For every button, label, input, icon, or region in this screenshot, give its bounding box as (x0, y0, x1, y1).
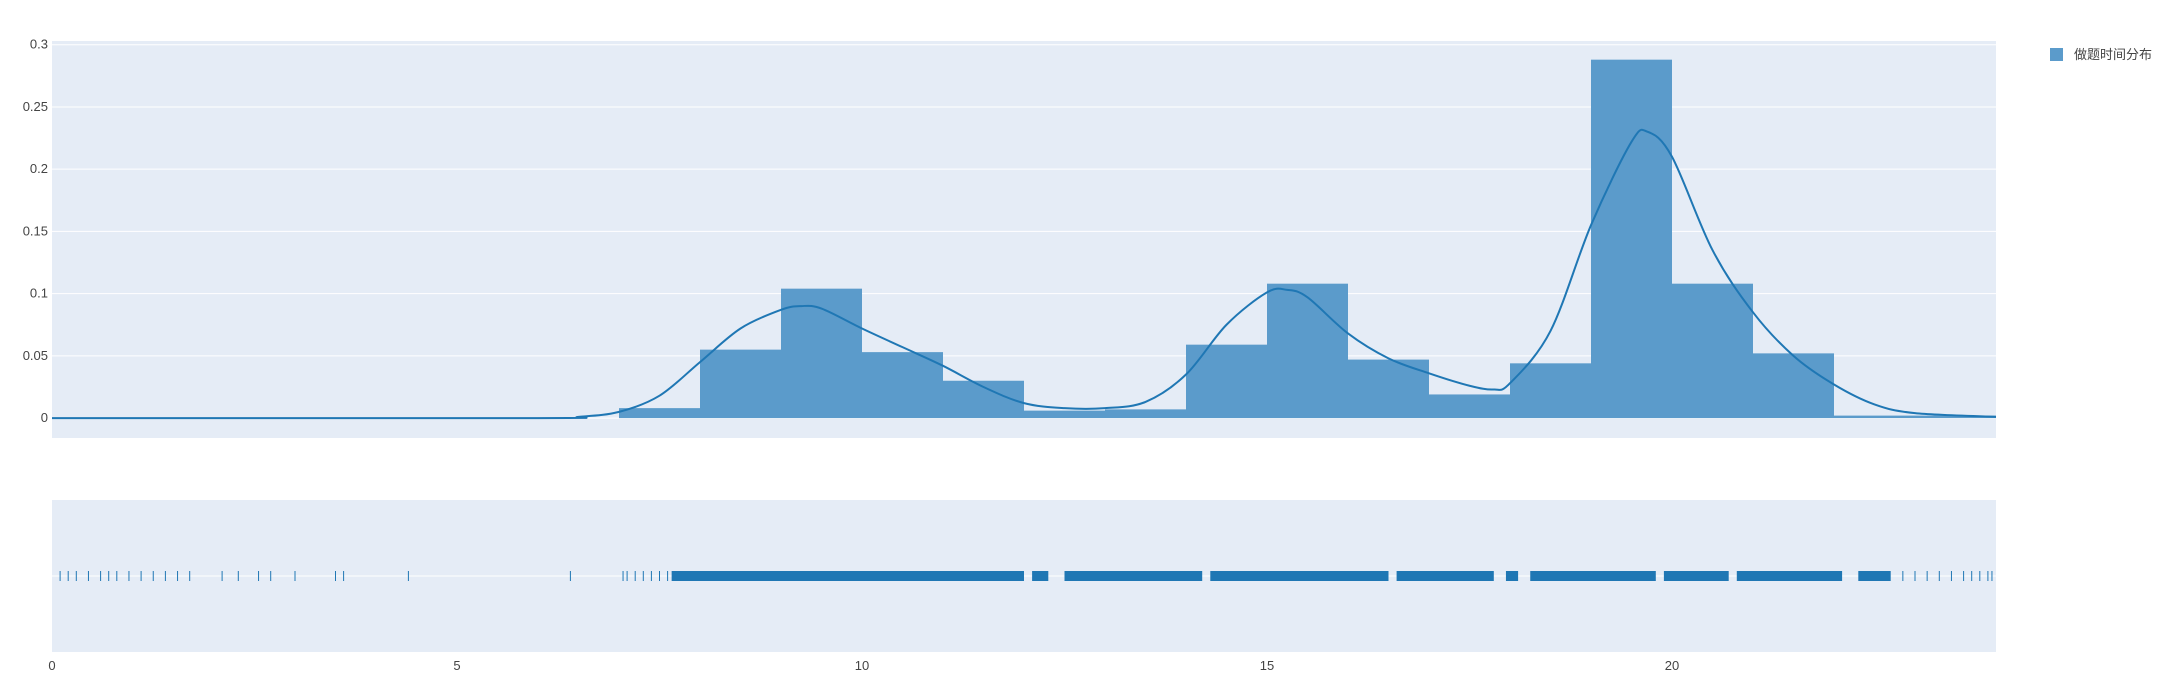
legend[interactable]: 做题时间分布 (2050, 48, 2152, 63)
histogram-bar[interactable] (1429, 394, 1510, 419)
y-tick-label: 0.2 (30, 161, 48, 176)
histogram-bar[interactable] (1591, 59, 1672, 419)
rug-marks (52, 571, 1996, 581)
histogram-bar[interactable] (1510, 363, 1591, 419)
histogram-bar[interactable] (1753, 353, 1834, 419)
rug-dense-band (671, 571, 1024, 581)
histogram-bar[interactable] (1024, 410, 1105, 419)
histogram-bar[interactable] (862, 352, 943, 419)
histogram-bar[interactable] (1672, 283, 1753, 419)
rug-dense-band (1505, 571, 1519, 581)
y-tick-label: 0.1 (30, 286, 48, 301)
rug-dense-band (1210, 571, 1389, 581)
histogram-bars (619, 59, 1996, 419)
y-tick-label: 0.25 (23, 99, 48, 114)
histogram-bar[interactable] (1834, 415, 1996, 419)
histogram-bar[interactable] (1105, 409, 1186, 419)
rug-dense-band (1396, 571, 1494, 581)
legend-swatch (2050, 48, 2063, 61)
histogram-bar[interactable] (1267, 283, 1348, 419)
x-tick-label: 0 (48, 658, 55, 673)
rug-dense-band (1032, 571, 1049, 581)
y-tick-label: 0 (41, 410, 48, 425)
y-tick-label: 0.3 (30, 37, 48, 52)
kde-curve[interactable] (51, 128, 1997, 420)
histogram-bar[interactable] (619, 408, 700, 419)
histogram-bar[interactable] (1186, 344, 1267, 419)
y-axis-tick-labels: 0 0.05 0.1 0.15 0.2 0.25 0.3 (23, 37, 48, 425)
histogram-bar[interactable] (781, 288, 862, 419)
rug-dense-band (1530, 571, 1656, 581)
histogram-bar[interactable] (700, 349, 781, 419)
x-tick-label: 5 (453, 658, 460, 673)
x-tick-label: 10 (855, 658, 869, 673)
rug-dense-band (1663, 571, 1729, 581)
x-tick-label: 20 (1665, 658, 1679, 673)
y-tick-label: 0.15 (23, 223, 48, 238)
rug-dense-band (1736, 571, 1843, 581)
kde-curve-layer (51, 128, 1997, 420)
x-tick-label: 15 (1260, 658, 1274, 673)
legend-label: 做题时间分布 (2074, 48, 2152, 63)
x-axis-tick-labels: 0 5 10 15 20 (48, 658, 1679, 673)
rug-dense-band (1064, 571, 1203, 581)
rug-dense-band (1858, 571, 1891, 581)
y-tick-label: 0.05 (23, 348, 48, 363)
